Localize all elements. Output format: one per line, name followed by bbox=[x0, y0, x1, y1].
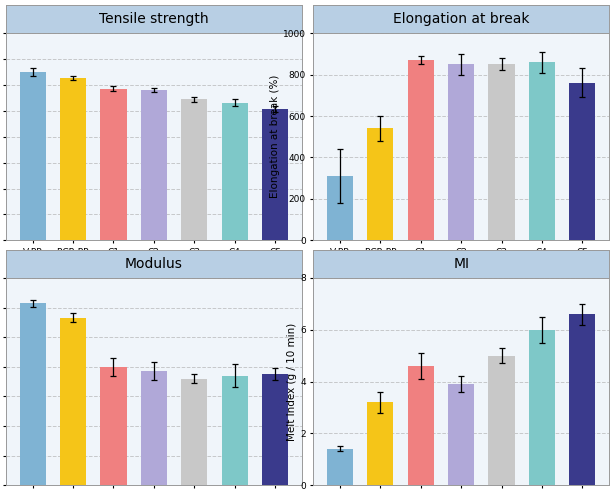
Bar bbox=[408, 60, 434, 240]
Bar bbox=[327, 449, 353, 485]
Bar bbox=[569, 314, 595, 485]
Bar bbox=[327, 176, 353, 240]
Bar bbox=[20, 72, 46, 240]
Bar bbox=[367, 402, 394, 485]
Bar bbox=[181, 379, 207, 485]
Bar bbox=[408, 366, 434, 485]
Bar bbox=[221, 102, 248, 240]
Bar bbox=[100, 367, 127, 485]
Text: Tensile strength: Tensile strength bbox=[99, 12, 208, 26]
Bar bbox=[141, 371, 167, 485]
Bar bbox=[20, 303, 46, 485]
Bar bbox=[529, 330, 555, 485]
Bar bbox=[448, 64, 474, 240]
Bar bbox=[181, 99, 207, 240]
Text: MI: MI bbox=[453, 257, 469, 271]
Bar bbox=[569, 83, 595, 240]
Bar bbox=[262, 374, 288, 485]
Bar bbox=[529, 62, 555, 240]
Bar bbox=[488, 356, 515, 485]
Bar bbox=[60, 318, 86, 485]
Text: Elongation at break: Elongation at break bbox=[393, 12, 530, 26]
Bar bbox=[367, 128, 394, 240]
Y-axis label: Elongation at break (%): Elongation at break (%) bbox=[270, 75, 280, 198]
Bar bbox=[100, 89, 127, 240]
Y-axis label: Melt Index (g / 10 min): Melt Index (g / 10 min) bbox=[287, 322, 297, 441]
Text: Modulus: Modulus bbox=[125, 257, 183, 271]
Bar bbox=[262, 109, 288, 240]
Bar bbox=[60, 78, 86, 240]
Bar bbox=[221, 376, 248, 485]
Bar bbox=[141, 90, 167, 240]
Bar bbox=[448, 384, 474, 485]
Bar bbox=[488, 64, 515, 240]
